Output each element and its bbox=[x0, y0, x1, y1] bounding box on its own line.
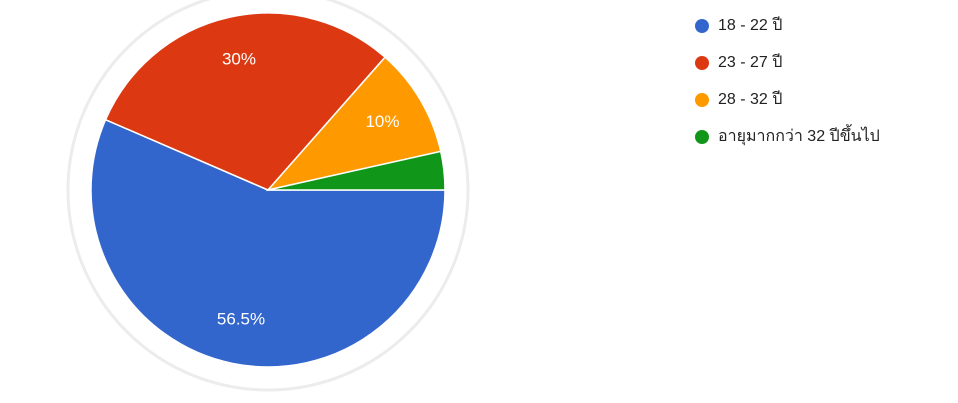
slice-label: 30% bbox=[222, 50, 256, 69]
legend-marker bbox=[695, 93, 709, 107]
pie-slice bbox=[265, 56, 442, 192]
legend-marker bbox=[695, 56, 709, 70]
legend-label: 23 - 27 ปี bbox=[718, 53, 782, 71]
legend-marker bbox=[695, 130, 709, 144]
slice-label: 56.5% bbox=[217, 310, 265, 329]
legend-label: 18 - 22 ปี bbox=[718, 16, 782, 34]
slice-label: 10% bbox=[365, 112, 399, 131]
pie-slice bbox=[267, 150, 446, 191]
legend-label: อายุมากกว่า 32 ปีขึ้นไป bbox=[718, 124, 880, 146]
legend-label: 28 - 32 ปี bbox=[718, 90, 782, 108]
legend-marker bbox=[695, 19, 709, 33]
pie-slice bbox=[104, 12, 387, 191]
pie-slice bbox=[90, 118, 446, 368]
